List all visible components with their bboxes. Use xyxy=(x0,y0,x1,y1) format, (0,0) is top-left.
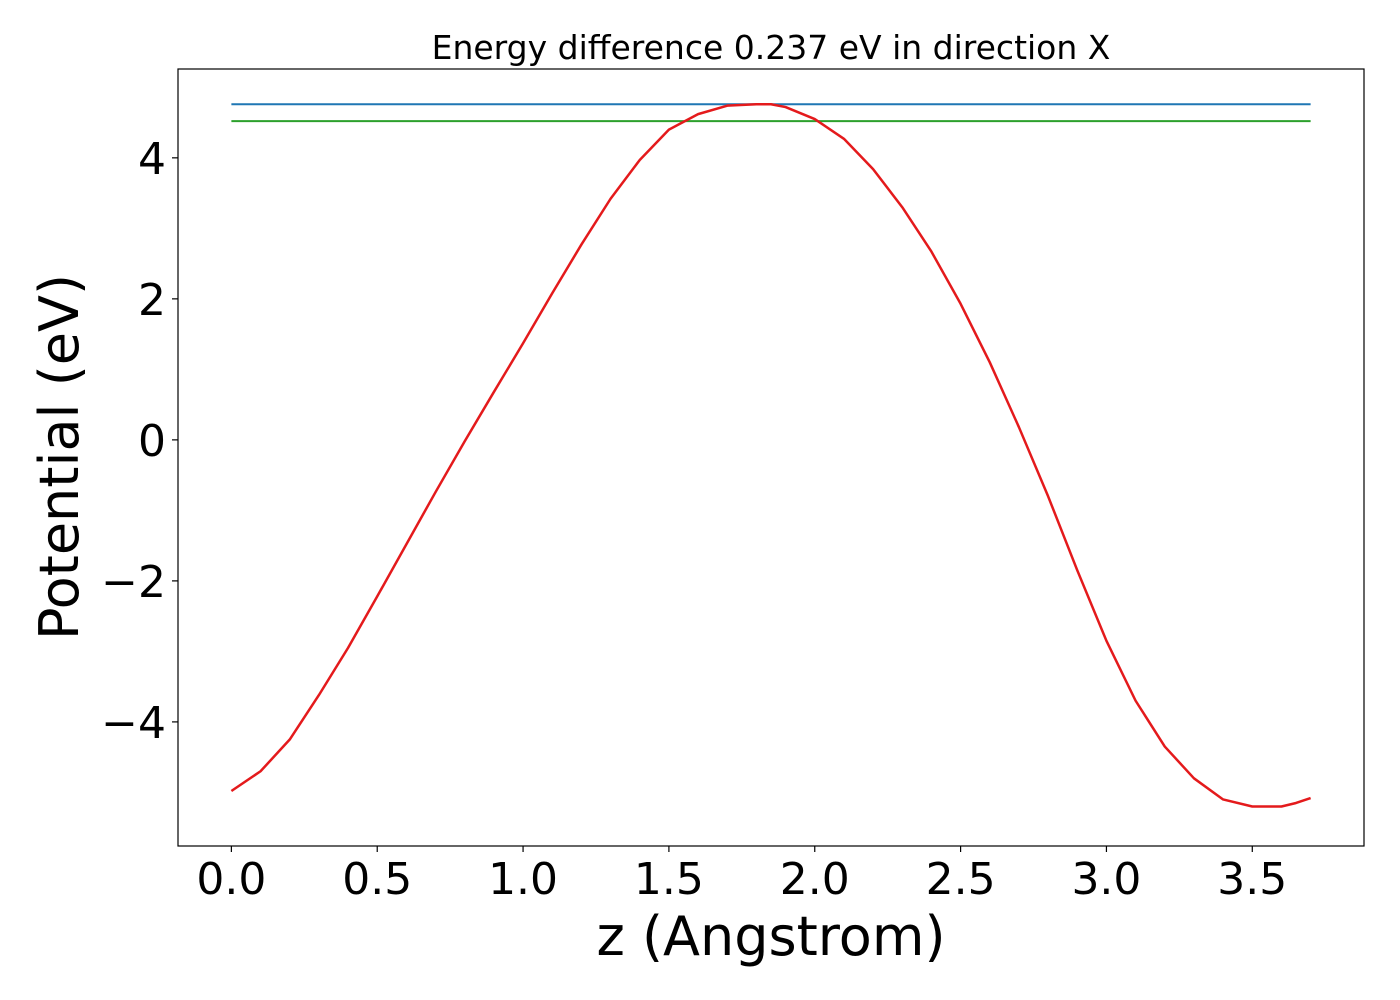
series-line-3 xyxy=(230,103,1312,808)
x-tick-label: 1.0 xyxy=(488,854,558,905)
y-ticks: −4 −2 0 2 4 xyxy=(101,134,178,749)
x-ticks: 0.0 0.5 1.0 1.5 2.0 2.5 3.0 3.5 xyxy=(196,846,1287,905)
x-tick-label: 3.0 xyxy=(1071,854,1141,905)
y-tick-label: −2 xyxy=(101,557,166,608)
y-tick-label: 4 xyxy=(138,134,166,185)
plot-frame xyxy=(177,68,1365,847)
y-tick-label: −4 xyxy=(101,698,166,749)
series-layer xyxy=(230,103,1312,808)
y-tick-label: 0 xyxy=(138,416,166,467)
x-tick-label: 2.0 xyxy=(780,854,850,905)
x-tick-label: 1.5 xyxy=(634,854,704,905)
x-tick-label: 0.0 xyxy=(196,854,266,905)
x-tick-label: 0.5 xyxy=(342,854,412,905)
x-axis-label: z (Angstrom) xyxy=(596,905,945,968)
chart-title: Energy difference 0.237 eV in direction … xyxy=(432,28,1111,67)
y-axis-label: Potential (eV) xyxy=(28,274,91,640)
x-tick-label: 3.5 xyxy=(1217,854,1287,905)
x-tick-label: 2.5 xyxy=(926,854,996,905)
y-tick-label: 2 xyxy=(138,275,166,326)
